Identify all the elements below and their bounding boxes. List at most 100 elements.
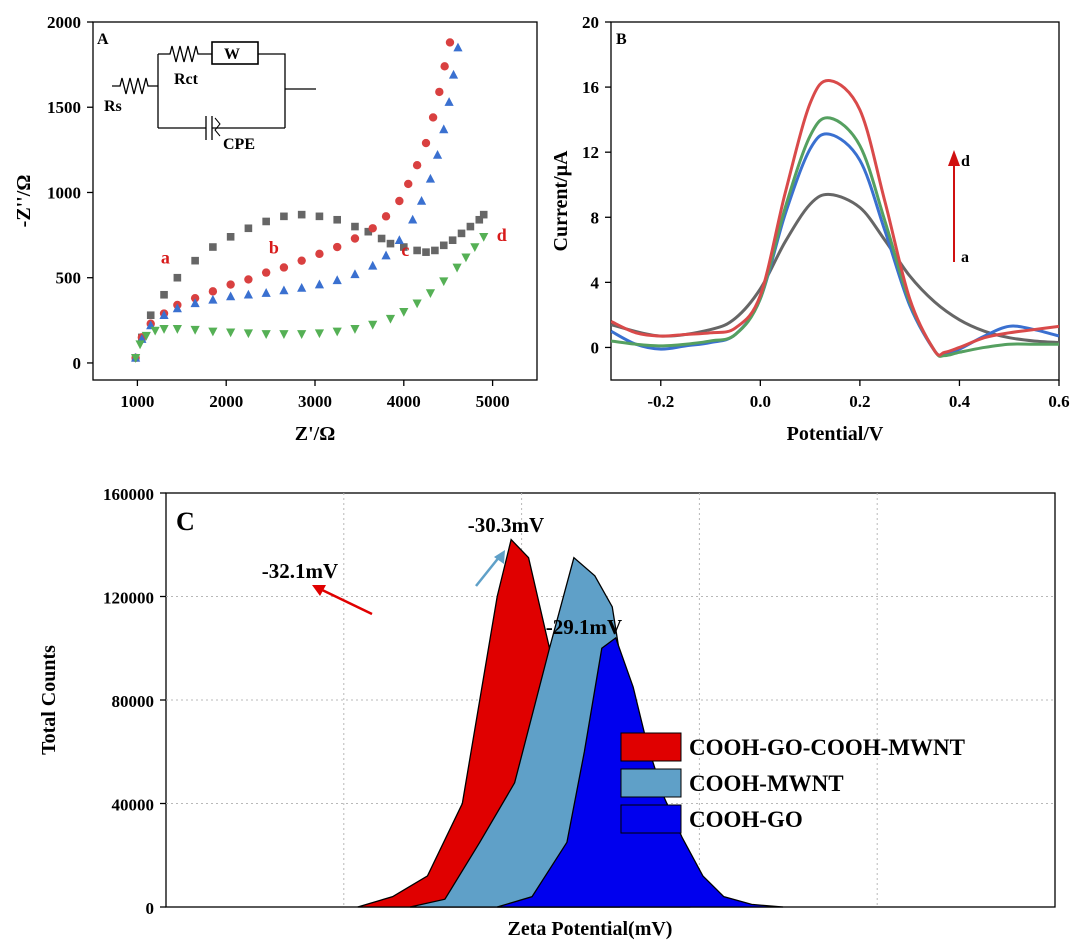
panel-a-point <box>279 285 289 295</box>
panel-a-point <box>208 287 218 296</box>
panel-b-xtick-label: 0.0 <box>750 392 771 411</box>
legend-swatch <box>620 804 682 834</box>
panel-b-xtick-label: -0.2 <box>647 392 674 411</box>
panel-a-point <box>448 69 459 79</box>
panel-a-series-a <box>131 210 488 362</box>
panel-a-point <box>413 246 421 255</box>
panel-a-ytick-label: 1000 <box>47 183 81 202</box>
panel-b-series-a <box>611 192 1059 345</box>
panel-a-point <box>428 113 438 122</box>
panel-a-series-label: a <box>161 248 170 268</box>
panel-a-point <box>191 256 199 265</box>
legend-label: COOH-MWNT <box>689 771 844 796</box>
cpe-symbol <box>214 117 221 137</box>
panel-a-point <box>412 299 422 309</box>
panel-b-frame <box>610 21 1060 381</box>
panel-b-dpv-plot: B d a Current/μA Potential/V -0.2 0.0 0.2 0… <box>550 13 1070 445</box>
panel-a-point <box>440 62 449 71</box>
panel-a-point <box>280 212 288 221</box>
panel-a-xtick-label: 1000 <box>120 392 154 411</box>
panel-a-point <box>381 250 391 260</box>
panel-a-point <box>445 38 455 47</box>
panel-a-point <box>332 275 342 285</box>
panel-a-frame <box>92 21 538 381</box>
panel-a-point <box>377 234 386 243</box>
panel-c-ytick-label: 160000 <box>103 485 154 504</box>
equivalent-circuit-diagram: Rs Rct W CPE <box>104 41 316 153</box>
panel-a-point <box>261 330 271 339</box>
legend-label: COOH-GO <box>689 807 803 832</box>
panel-b-ytick-label: 8 <box>591 208 600 227</box>
rct-resistor <box>158 45 212 63</box>
panel-a-point <box>208 294 218 304</box>
panel-a-ytick-label: 500 <box>56 269 82 288</box>
panel-b-series-d <box>611 78 1059 357</box>
panel-a-point <box>279 330 289 339</box>
panel-c-label: C <box>176 507 195 536</box>
panel-a-point <box>381 212 391 221</box>
panel-a-point <box>135 340 145 350</box>
legend-swatch <box>620 732 682 762</box>
annotation-arrow-cooh-go-cooh-mwnt <box>317 586 373 616</box>
panel-a-point <box>385 314 396 324</box>
panel-a-point <box>386 239 395 248</box>
panel-a-point <box>173 273 182 282</box>
panel-a-point <box>243 329 253 339</box>
panel-a-point <box>262 217 270 226</box>
panel-a-point <box>190 293 200 303</box>
panel-a-point <box>479 233 489 242</box>
circuit-right-rail <box>258 53 316 128</box>
panel-a-point <box>439 241 448 250</box>
panel-a-point <box>297 330 307 339</box>
panel-a-point <box>297 256 306 265</box>
panel-a-point <box>439 277 449 287</box>
warburg-element <box>211 41 259 65</box>
panel-a-point <box>131 354 141 363</box>
panel-c-ytick-label: 80000 <box>112 692 155 711</box>
panel-a-series-label: b <box>269 237 279 257</box>
panel-c-annotation: -32.1mV <box>262 559 338 583</box>
panel-a-point <box>297 210 306 219</box>
annotation-arrow-head-cooh-mwnt <box>494 550 505 564</box>
panel-b-ytick-label: 4 <box>591 273 600 292</box>
panel-a-ytick-label: 2000 <box>47 13 81 32</box>
panel-a-point <box>261 288 271 297</box>
panel-a-xlabel: Z'/Ω <box>295 423 335 445</box>
panel-a-point <box>350 234 360 243</box>
panel-a-point <box>364 227 373 236</box>
panel-a-point <box>190 325 200 335</box>
panel-b-ytick-label: 0 <box>591 338 600 357</box>
panel-a-point <box>146 311 155 320</box>
panel-a-point <box>425 173 436 183</box>
panel-a-point <box>172 303 182 313</box>
panel-a-point <box>439 124 449 134</box>
panel-a-point <box>141 331 151 341</box>
panel-a-point <box>453 42 463 52</box>
panel-a-point <box>448 236 457 245</box>
panel-a-point <box>314 329 325 339</box>
panel-a-point <box>404 179 413 189</box>
panel-c-xlabel: Zeta Potential(mV) <box>508 918 673 940</box>
panel-b-xtick-label: 0.6 <box>1048 392 1069 411</box>
panel-a-point <box>368 260 378 270</box>
panel-a-point <box>226 280 235 289</box>
increase-arrow-head <box>948 150 960 166</box>
cpe-label: CPE <box>223 136 255 153</box>
panel-a-point <box>421 138 431 148</box>
panel-a-series-c <box>131 42 463 362</box>
panel-a-point <box>350 269 360 279</box>
panel-a-point <box>159 325 169 334</box>
panel-b-xtick-label: 0.4 <box>949 392 971 411</box>
panel-a-point <box>399 308 409 317</box>
panel-a-point <box>226 291 236 301</box>
annotation-arrow-head-cooh-go-cooh-mwnt <box>312 585 326 596</box>
panel-a-point <box>475 215 484 224</box>
panel-b-label: B <box>616 31 627 48</box>
panel-a-xtick-label: 4000 <box>387 392 421 411</box>
panel-a-point <box>368 224 377 233</box>
panel-a-point <box>332 327 342 337</box>
panel-a-point <box>261 268 271 277</box>
panel-b-xtick-label: 0.2 <box>849 392 870 411</box>
panel-a-point <box>408 214 418 224</box>
